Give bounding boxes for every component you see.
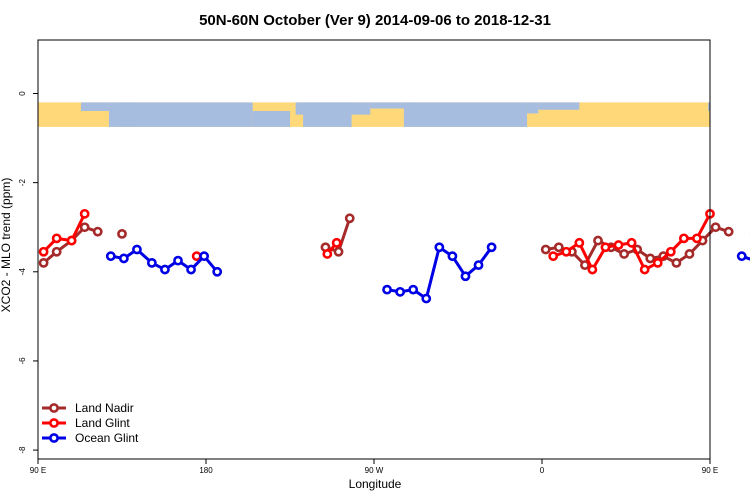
land-nadir-point: [619, 249, 630, 259]
x-tick-label: 90 E: [30, 466, 46, 475]
land-glint-point: [79, 208, 90, 219]
ocean-glint-point: [160, 264, 170, 275]
land-nadir-point: [540, 244, 551, 255]
y-tick-label: -8: [18, 446, 27, 454]
land-glint-point: [678, 233, 689, 244]
land-glint-point: [639, 264, 650, 275]
ocean-glint-point: [186, 264, 196, 275]
land-glint-point: [38, 246, 49, 257]
ocean-glint-point: [395, 286, 406, 297]
land-glint-point: [665, 246, 676, 257]
chart-title: 50N-60N October (Ver 9) 2014-09-06 to 20…: [199, 12, 551, 29]
ocean-glint-point: [132, 244, 142, 255]
x-tick-label: 90 E: [702, 466, 718, 475]
series-land-glint: [38, 208, 715, 275]
x-tick-label: 90 W: [365, 466, 384, 475]
legend-item-land-nadir: Land Nadir: [42, 401, 134, 415]
legend-marker: [49, 418, 59, 428]
land-nadir-point: [333, 246, 344, 257]
map-ocean-region: [303, 102, 352, 127]
ocean-glint-line: [741, 254, 750, 261]
land-nadir-point: [671, 257, 682, 268]
x-tick-label: 0: [540, 466, 545, 475]
y-axis: 0 -2 -4 -6 -8: [18, 91, 38, 454]
land-glint-point: [322, 249, 333, 259]
land-nadir-point: [38, 257, 49, 268]
y-tick-label: -2: [18, 179, 27, 187]
land-glint-line: [42, 213, 87, 253]
world-map-strip: [38, 102, 710, 127]
series-ocean-glint: [105, 242, 750, 304]
legend-label: Ocean Glint: [75, 431, 139, 445]
legend-item-land-glint: Land Glint: [42, 416, 130, 430]
land-glint-point: [600, 242, 611, 253]
ocean-glint-point: [212, 266, 223, 277]
ocean-glint-point: [146, 257, 157, 268]
ocean-glint-point: [105, 251, 116, 262]
map-ocean-region: [118, 102, 136, 121]
ocean-glint-point: [736, 251, 747, 262]
ocean-glint-point: [486, 242, 497, 253]
land-glint-point: [574, 237, 585, 248]
y-tick-label: 0: [18, 91, 27, 96]
land-nadir-point: [92, 226, 103, 237]
x-tick-label: 180: [199, 466, 213, 475]
map-ocean-region: [252, 110, 290, 127]
ocean-glint-point: [118, 253, 129, 264]
legend-label: Land Nadir: [75, 401, 134, 415]
series-land-nadir: [38, 213, 750, 271]
land-glint-point: [613, 240, 624, 250]
land-glint-point: [331, 237, 342, 248]
legend-marker: [49, 403, 59, 413]
land-nadir-point: [79, 222, 90, 233]
ocean-glint-point: [199, 251, 210, 262]
ocean-glint-point: [460, 271, 471, 282]
land-glint-point: [66, 235, 77, 246]
land-nadir-point: [51, 246, 62, 257]
map-ocean-region: [708, 102, 710, 111]
y-tick-label: -6: [18, 357, 27, 365]
land-nadir-point: [723, 226, 734, 237]
land-nadir-point: [344, 213, 355, 224]
land-nadir-point: [645, 253, 656, 264]
land-glint-point: [626, 237, 637, 248]
y-axis-label: XCO2 - MLO trend (ppm): [0, 178, 13, 313]
series-layer: [38, 208, 750, 304]
land-nadir-point: [593, 235, 603, 246]
legend-marker: [49, 433, 59, 443]
map-ocean-region: [403, 102, 528, 127]
x-axis-label: Longitude: [349, 477, 402, 491]
land-nadir-point: [553, 242, 564, 253]
x-axis: 90 E 180 90 W 0 90 E: [30, 459, 718, 475]
land-nadir-point: [710, 222, 721, 233]
land-glint-point: [692, 233, 702, 244]
land-nadir-point: [117, 228, 127, 239]
map-ocean-region: [370, 102, 416, 109]
y-tick-label: -4: [18, 268, 27, 276]
land-glint-point: [652, 257, 663, 268]
land-glint-point: [191, 251, 202, 262]
land-glint-point: [587, 264, 598, 275]
ocean-glint-point: [434, 242, 445, 253]
map-ocean-region: [538, 102, 580, 110]
land-glint-point: [51, 233, 62, 244]
ocean-glint-point: [447, 251, 458, 262]
ocean-glint-point: [408, 284, 419, 295]
ocean-glint-point: [173, 255, 183, 266]
map-ocean-region: [527, 102, 539, 114]
ocean-glint-point: [473, 260, 484, 271]
ocean-glint-point: [382, 284, 392, 295]
map-ocean-region: [80, 102, 109, 111]
land-nadir-point: [684, 249, 695, 259]
ocean-glint-point: [421, 293, 432, 304]
land-glint-point: [561, 246, 572, 257]
legend-label: Land Glint: [75, 416, 130, 430]
legend-item-ocean-glint: Ocean Glint: [42, 431, 139, 445]
land-glint-point: [548, 251, 559, 262]
